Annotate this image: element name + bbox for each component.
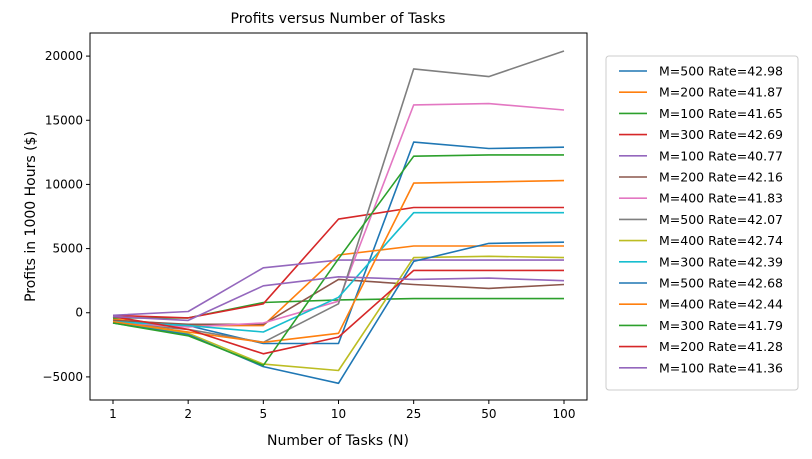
legend-entry: M=200 Rate=41.87 bbox=[659, 85, 783, 100]
x-tick-label: 50 bbox=[481, 407, 496, 421]
legend: M=500 Rate=42.98 M=200 Rate=41.87 M=100 Ra… bbox=[605, 55, 799, 391]
series-line-4 bbox=[112, 206, 564, 319]
series-line-11 bbox=[112, 241, 565, 385]
legend-entry: M=100 Rate=41.65 bbox=[659, 106, 783, 121]
series-line-10 bbox=[112, 211, 564, 333]
legend-entry: M=500 Rate=42.68 bbox=[659, 276, 783, 291]
x-tick-label: 1 bbox=[109, 407, 117, 421]
plot-frame bbox=[89, 32, 588, 401]
legend-entry: M=100 Rate=40.77 bbox=[659, 148, 783, 163]
y-tick-label: 10000 bbox=[45, 177, 83, 191]
legend-entry: M=400 Rate=41.83 bbox=[659, 191, 783, 206]
x-axis: 1 2 5 10 25 50 100 bbox=[109, 400, 575, 421]
series-line-7 bbox=[112, 102, 565, 328]
legend-entry: M=500 Rate=42.98 bbox=[659, 64, 783, 79]
x-axis-label: Number of Tasks (N) bbox=[267, 433, 409, 449]
legend-entry: M=400 Rate=42.44 bbox=[659, 297, 783, 312]
y-axis-label: Profits in 1000 Hours ($) bbox=[23, 131, 39, 302]
legend-entry: M=500 Rate=42.07 bbox=[659, 212, 783, 227]
x-tick-label: 100 bbox=[553, 407, 576, 421]
series-line-12 bbox=[112, 179, 565, 344]
x-tick-label: 10 bbox=[331, 407, 346, 421]
y-axis: −5000 0 5000 10000 15000 20000 bbox=[42, 49, 90, 384]
legend-entry: M=200 Rate=42.16 bbox=[659, 170, 783, 185]
legend-entry: M=300 Rate=42.69 bbox=[659, 127, 783, 142]
series-line-6 bbox=[112, 278, 565, 326]
y-tick-label: 5000 bbox=[52, 242, 83, 256]
series-line-13 bbox=[112, 154, 564, 367]
legend-entry: M=400 Rate=42.74 bbox=[659, 233, 783, 248]
x-tick-label: 5 bbox=[260, 407, 268, 421]
chart-title: Profits versus Number of Tasks bbox=[231, 11, 446, 27]
series-line-15 bbox=[112, 275, 565, 322]
x-tick-label: 25 bbox=[406, 407, 421, 421]
legend-entry: M=100 Rate=41.36 bbox=[659, 360, 783, 375]
y-tick-label: −5000 bbox=[42, 370, 83, 384]
legend-entry: M=200 Rate=41.28 bbox=[659, 339, 783, 354]
plot-lines bbox=[112, 50, 565, 385]
y-tick-label: 0 bbox=[75, 306, 83, 320]
legend-entry: M=300 Rate=41.79 bbox=[659, 318, 783, 333]
y-tick-label: 20000 bbox=[45, 49, 83, 63]
series-line-14 bbox=[112, 269, 564, 355]
series-line-9 bbox=[112, 255, 565, 372]
y-tick-label: 15000 bbox=[45, 113, 83, 127]
legend-frame bbox=[605, 55, 799, 391]
x-tick-label: 2 bbox=[184, 407, 192, 421]
legend-entry: M=300 Rate=42.39 bbox=[659, 254, 783, 269]
